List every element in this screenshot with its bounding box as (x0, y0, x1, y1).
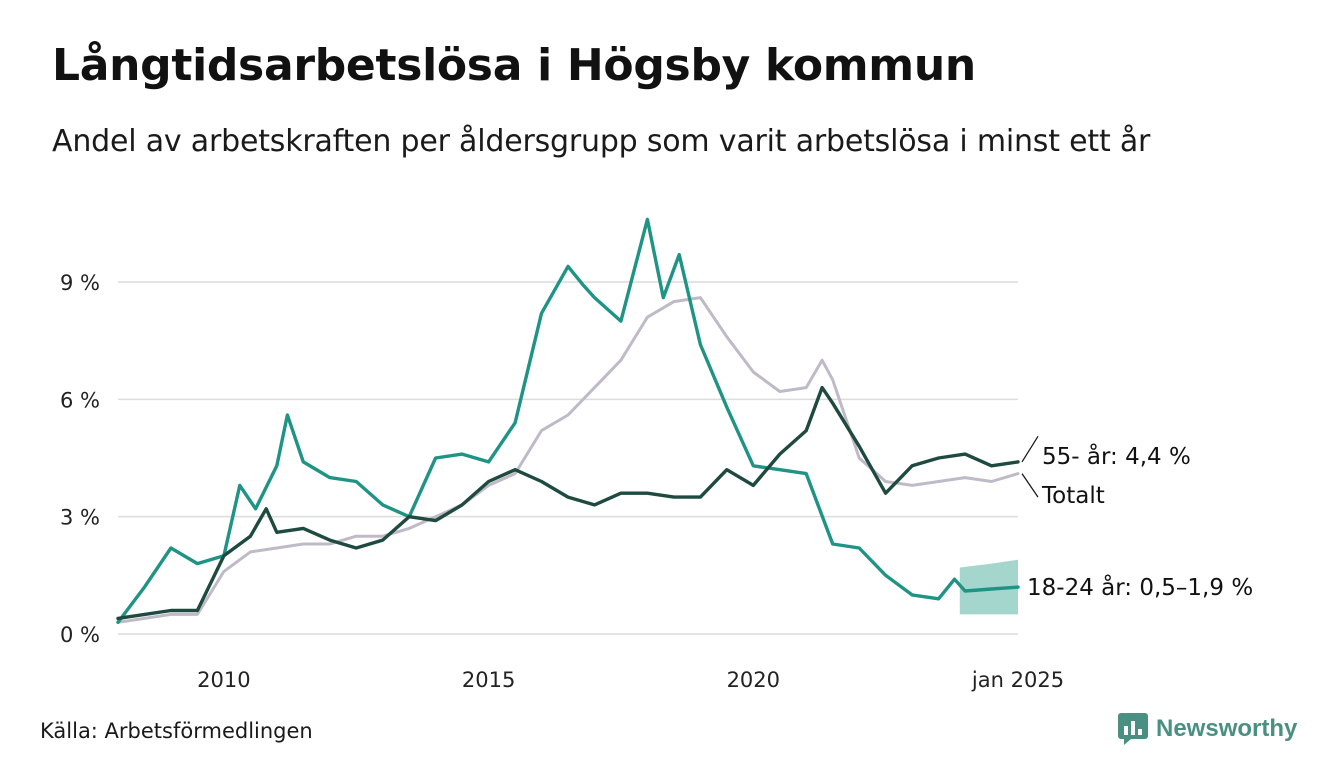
y-tick-label: 3 % (60, 506, 100, 530)
newsworthy-brand[interactable]: Newsworthy (1118, 713, 1297, 745)
y-tick-label: 9 % (60, 271, 100, 295)
end-label-totalt: Totalt (1041, 483, 1105, 509)
y-tick-label: 0 % (60, 623, 100, 647)
newsworthy-logo-icon (1118, 713, 1148, 745)
y-tick-label: 6 % (60, 388, 100, 412)
x-tick-label: 2015 (462, 668, 515, 692)
end-label-55-plus: 55- år: 4,4 % (1042, 442, 1191, 470)
series-18-24-uncertainty-band (959, 559, 1018, 615)
chart-subtitle: Andel av arbetskraften per åldersgrupp s… (52, 124, 1151, 159)
leader-line-totalt (1021, 473, 1039, 498)
brand-name: Newsworthy (1156, 715, 1298, 742)
end-label-18-24: 18-24 år: 0,5–1,9 % (1027, 573, 1253, 601)
series-line-totalt (116, 296, 1020, 624)
leader-line-55 (1021, 435, 1039, 463)
series-line-18-24-r (116, 217, 1020, 624)
x-tick-label: 2010 (197, 668, 250, 692)
series-line-55-r (116, 385, 1020, 621)
x-tick-label: 2020 (727, 668, 780, 692)
source-note: Källa: Arbetsförmedlingen (40, 719, 313, 743)
chart-title: Långtidsarbetslösa i Högsby kommun (52, 40, 976, 91)
x-tick-label: jan 2025 (971, 668, 1064, 692)
